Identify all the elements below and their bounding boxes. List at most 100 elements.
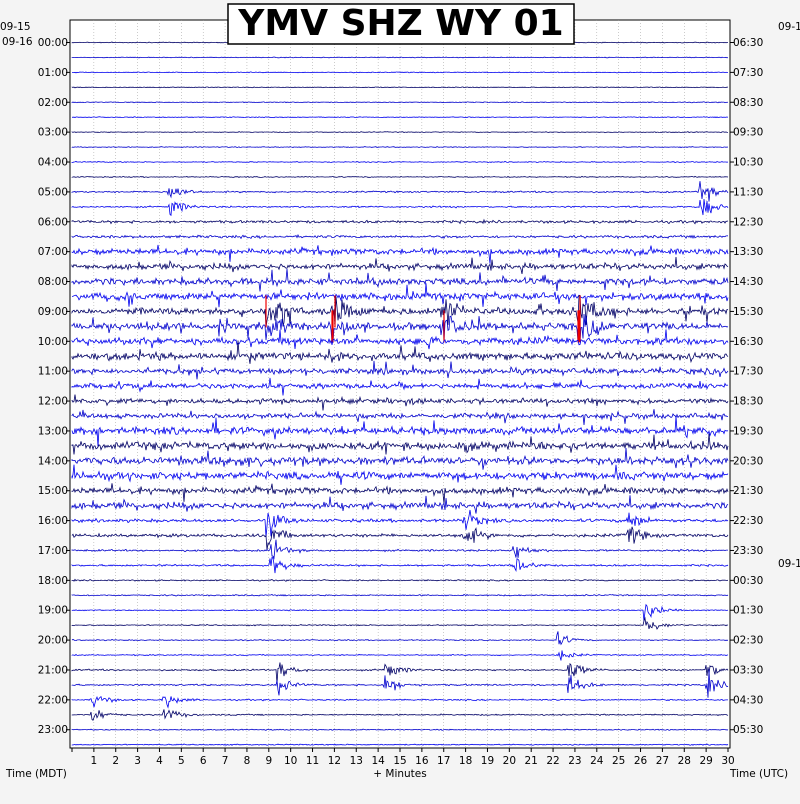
trace-line — [71, 447, 729, 470]
row-label-right: 21:30 — [733, 485, 763, 497]
x-tick-label: 1 — [91, 755, 98, 767]
trace-line — [71, 268, 729, 292]
x-tick-label: 28 — [678, 755, 691, 767]
row-label-left: 14:00 — [38, 455, 68, 467]
row-label-left: 17:00 — [38, 545, 68, 557]
trace-line — [71, 257, 729, 274]
x-tick-label: 5 — [178, 755, 185, 767]
row-label-left: 09:00 — [38, 306, 68, 318]
x-tick-label: 3 — [134, 755, 141, 767]
trace-line — [71, 56, 729, 59]
seismic-traces — [71, 41, 729, 746]
x-tick-label: 10 — [284, 755, 297, 767]
x-axis-label: + Minutes — [373, 768, 426, 780]
axis-ticks: 1 2 3 4 5 6 7 8 9 10 11 12 13 14 15 16 17 18 19 20 21 22 23 24 2… — [66, 42, 735, 767]
trace-line — [71, 198, 729, 217]
row-label-left: 10:00 — [38, 336, 68, 348]
trace-line — [71, 295, 729, 328]
row-label-right: 10:30 — [733, 157, 763, 169]
trace-line — [71, 728, 729, 731]
row-label-left: 01:00 — [38, 67, 68, 79]
x-tick-label: 29 — [699, 755, 712, 767]
row-label-left: 15:00 — [38, 485, 68, 497]
trace-line — [71, 116, 729, 119]
row-label-left: 22:00 — [38, 694, 68, 706]
trace-line — [71, 340, 729, 364]
trace-line — [71, 593, 729, 597]
trace-line — [71, 329, 729, 350]
row-label-right: 09:30 — [733, 127, 763, 139]
row-label-right: 05:30 — [733, 724, 763, 736]
x-tick-label: 13 — [350, 755, 363, 767]
trace-line — [71, 160, 729, 164]
row-label-right: 02:30 — [733, 635, 763, 647]
row-label-left: 00:00 — [38, 37, 68, 49]
x-tick-label: 15 — [393, 755, 406, 767]
x-tick-label: 21 — [525, 755, 538, 767]
trace-line — [71, 495, 729, 514]
x-tick-label: 11 — [306, 755, 319, 767]
row-label-right: 13:30 — [733, 246, 763, 258]
x-tick-label: 25 — [612, 755, 625, 767]
x-tick-label: 6 — [200, 755, 207, 767]
row-label-left: 02:00 — [38, 97, 68, 109]
trace-line — [71, 175, 729, 178]
row-label-right: 22:30 — [733, 515, 763, 527]
x-tick-label: 8 — [244, 755, 251, 767]
trace-line — [71, 146, 729, 149]
row-label-right: 18:30 — [733, 396, 763, 408]
x-tick-label: 9 — [265, 755, 272, 767]
row-label-right: 12:30 — [733, 216, 763, 228]
row-label-right: 20:30 — [733, 455, 763, 467]
x-tick-label: 24 — [590, 755, 604, 767]
x-tick-label: 30 — [721, 755, 734, 767]
row-label-right: 14:30 — [733, 276, 763, 288]
date-left: 09-16 — [2, 36, 33, 48]
trace-line — [71, 556, 729, 574]
row-label-left: 08:00 — [38, 276, 68, 288]
row-label-left: 07:00 — [38, 246, 68, 258]
row-label-right: 17:30 — [733, 366, 763, 378]
row-label-right: 15:30 — [733, 306, 763, 318]
time-labels: 00:00 06:30 01:00 07:30 02:00 08:30 03:00 09:30… — [38, 37, 764, 736]
y-axis-label-left: Time (MDT) — [5, 768, 67, 780]
row-label-left: 06:00 — [38, 216, 68, 228]
y-axis-label-right: Time (UTC) — [729, 768, 788, 780]
trace-line — [71, 433, 729, 455]
x-tick-label: 18 — [459, 755, 472, 767]
date-right-mid: 09-1 — [778, 558, 800, 570]
trace-line — [71, 283, 729, 308]
row-label-left: 16:00 — [38, 515, 68, 527]
x-tick-label: 4 — [156, 755, 163, 767]
row-label-left: 11:00 — [38, 366, 68, 378]
row-label-right: 08:30 — [733, 97, 763, 109]
row-label-right: 16:30 — [733, 336, 763, 348]
trace-line — [71, 131, 729, 134]
trace-line — [71, 616, 729, 630]
trace-line — [71, 695, 728, 709]
chart-title: YMV SHZ WY 01 — [237, 3, 563, 44]
trace-line — [71, 662, 729, 684]
trace-line — [71, 743, 729, 746]
x-tick-label: 17 — [437, 755, 450, 767]
trace-line — [71, 310, 729, 343]
row-label-left: 04:00 — [38, 157, 68, 169]
date-right-top: 09-1 — [778, 21, 800, 33]
row-label-right: 03:30 — [733, 664, 763, 676]
trace-line — [71, 181, 729, 202]
row-label-left: 23:00 — [38, 724, 68, 736]
trace-line — [71, 483, 729, 504]
x-tick-label: 7 — [222, 755, 229, 767]
row-label-left: 19:00 — [38, 605, 68, 617]
trace-line — [71, 603, 729, 622]
row-label-left: 03:00 — [38, 127, 68, 139]
trace-line — [71, 86, 729, 89]
row-label-right: 19:30 — [733, 425, 763, 437]
trace-line — [71, 71, 729, 74]
date-left-top: 09-15 — [0, 21, 31, 33]
row-label-left: 05:00 — [38, 186, 68, 198]
row-label-left: 18:00 — [38, 575, 68, 587]
row-label-left: 21:00 — [38, 664, 68, 676]
row-label-right: 11:30 — [733, 186, 763, 198]
row-label-left: 20:00 — [38, 635, 68, 647]
